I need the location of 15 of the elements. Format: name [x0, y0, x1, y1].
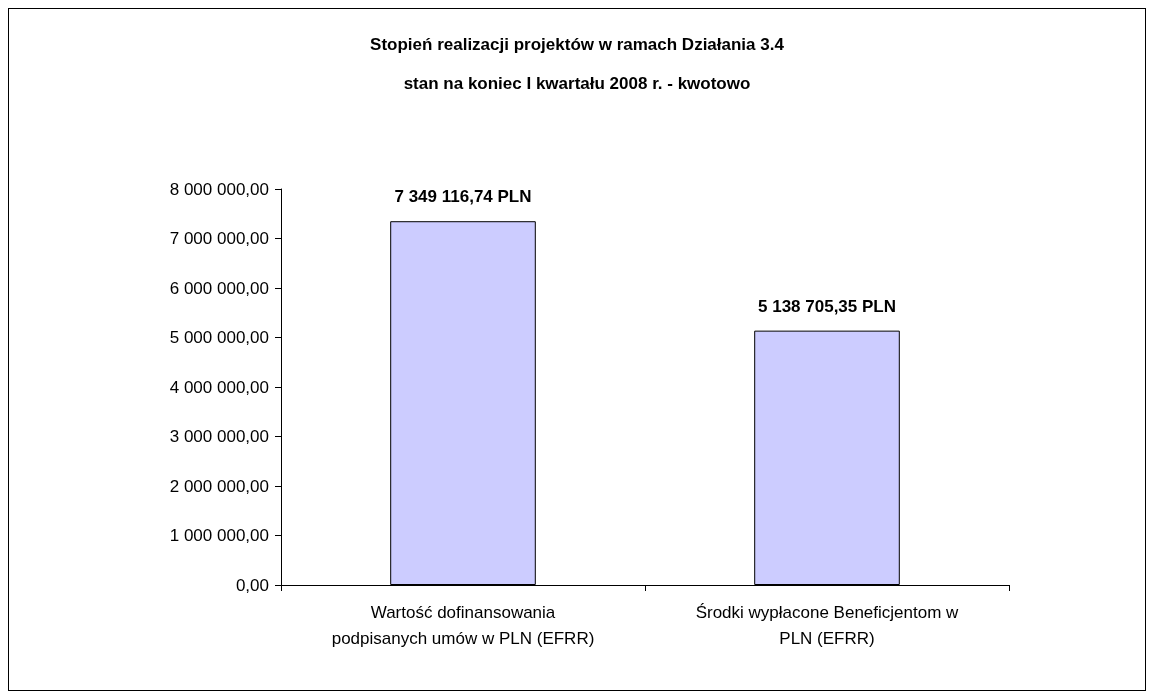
y-tick-label: 3 000 000,00	[169, 427, 269, 446]
x-tick-label: Wartość dofinansowania podpisanych umów w PLN (EFRR)	[331, 602, 595, 648]
chart-title: Stopień realizacji projektów w ramach Działania 3.4	[370, 35, 785, 54]
y-tick-label: 6 000 000,00	[169, 278, 269, 298]
data-label: 7 349 116,74 PLN	[394, 187, 532, 207]
y-tick-label: 8 000 000,00	[169, 179, 269, 199]
y-tick-label: 1 000 000,00	[169, 526, 269, 545]
x-tick-label: Środki wypłacone Beneficjentom w PLN (EFRR)	[695, 602, 960, 648]
y-tick-label: 0,00	[235, 575, 269, 595]
data-label: 5 138 705,35 PLN	[758, 296, 896, 316]
y-tick-label: 2 000 000,00	[169, 476, 269, 496]
chart-subtitle: stan na koniec I kwartału 2008 r. - kwotowo	[403, 74, 751, 93]
y-tick-label: 4 000 000,00	[169, 377, 269, 397]
y-tick-label: 5 000 000,00	[169, 328, 269, 347]
y-tick-label: 7 000 000,00	[169, 229, 269, 248]
